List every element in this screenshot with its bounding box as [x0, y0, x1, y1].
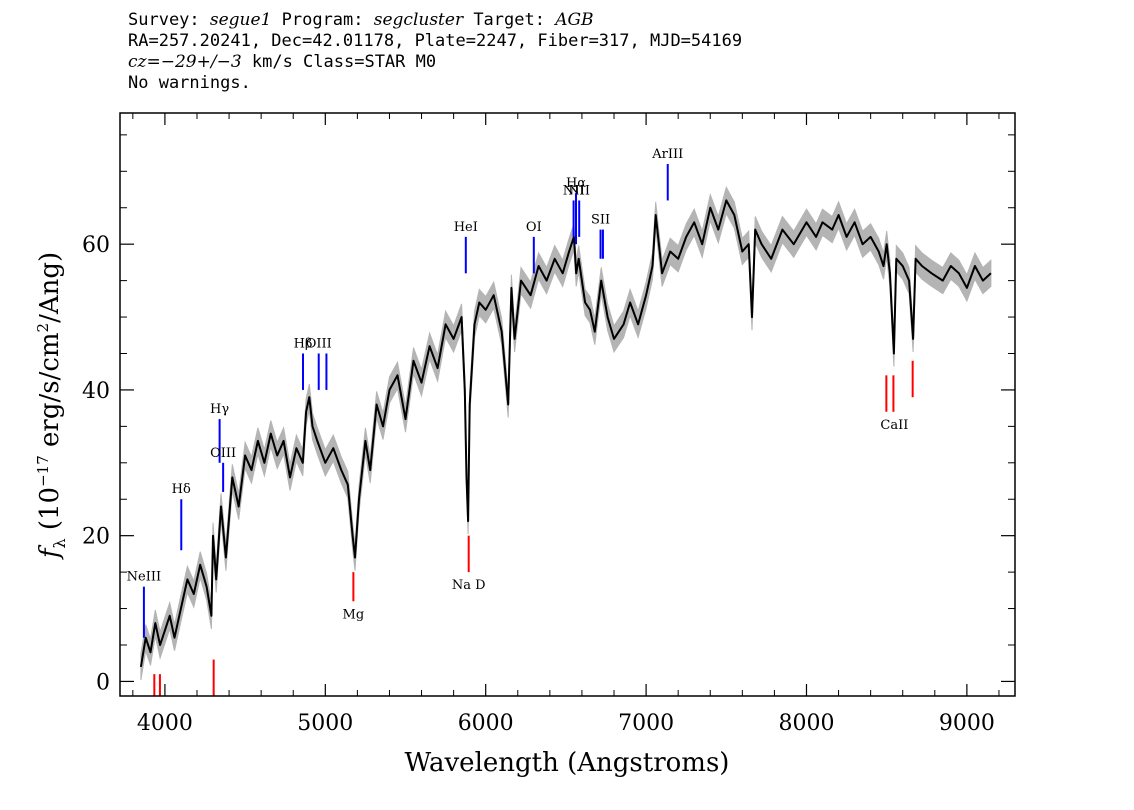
emission-line-label: Hγ	[210, 402, 229, 417]
header-line-redshift: cz=−29+/−3 km/s Class=STAR M0	[128, 52, 742, 73]
emission-line-label: Hα	[566, 176, 586, 191]
y-axis-title-exp2: 2	[34, 323, 52, 333]
spectrum-line	[139, 199, 992, 668]
target-label: Target:	[463, 10, 556, 30]
y-axis-title-exp: −17	[34, 455, 52, 487]
x-axis-title: Wavelength (Angstroms)	[405, 748, 730, 778]
absorption-line-label: CaII	[880, 418, 908, 433]
y-tick-label: 20	[82, 525, 110, 550]
y-axis-title-sub: λ	[50, 538, 69, 548]
x-tick-label: 8000	[778, 711, 834, 736]
emission-line-label: ArIII	[651, 147, 683, 162]
x-tick-label: 4000	[137, 711, 193, 736]
emission-line-label: Hβ	[294, 336, 313, 351]
header-line-survey: Survey: segue1 Program: segcluster Targe…	[128, 10, 742, 31]
emission-line-label: Hδ	[172, 482, 191, 497]
x-tick-label: 7000	[618, 711, 674, 736]
header-line-coordinates: RA=257.20241, Dec=42.01178, Plate=2247, …	[128, 31, 743, 51]
y-axis-title: fλ (10−17 erg/s/cm2/Ang)	[34, 252, 69, 560]
absorption-line-label: Mg	[343, 607, 365, 622]
survey-value: segue1	[209, 10, 272, 30]
redshift-value: cz=−29+/−3	[128, 52, 242, 72]
y-axis-title-c: /Ang)	[35, 252, 65, 323]
emission-line-label: HeI	[454, 220, 478, 235]
spectrum-layer	[139, 199, 992, 668]
target-value: AGB	[555, 10, 594, 30]
x-tick-label: 9000	[939, 711, 995, 736]
y-tick-label: 40	[82, 379, 110, 404]
program-label: Program:	[271, 10, 374, 30]
y-axis-title-b: erg/s/cm	[35, 332, 65, 455]
emission-line-label: OIII	[210, 446, 236, 461]
emission-line-label: OI	[526, 220, 542, 235]
y-axis-title-a: (10	[35, 487, 65, 539]
emission-line-label: OIII	[306, 336, 332, 351]
plot-frame	[119, 112, 1016, 697]
absorption-line-label: Na D	[452, 578, 486, 593]
survey-label: Survey:	[128, 10, 210, 30]
emission-line-label: SII	[591, 213, 610, 228]
flux-error-band	[140, 185, 992, 681]
header-line-warnings: No warnings.	[128, 73, 251, 93]
y-tick-label: 60	[82, 233, 110, 258]
emission-line-label: NeIII	[127, 570, 161, 585]
emission-line-label: NII	[568, 183, 590, 198]
axis-ticks: 4000 5000 6000 7000 8000 9000 0 20 40 60	[82, 113, 1015, 736]
y-tick-label: 0	[96, 670, 110, 695]
emission-line-label: NII	[563, 183, 585, 198]
spectrum-header: Survey: segue1 Program: segcluster Targe…	[128, 10, 742, 94]
error-band-layer	[140, 185, 992, 681]
x-tick-label: 5000	[297, 711, 353, 736]
class-value: km/s Class=STAR M0	[241, 52, 437, 72]
x-tick-label: 6000	[458, 711, 514, 736]
program-value: segcluster	[373, 10, 464, 30]
